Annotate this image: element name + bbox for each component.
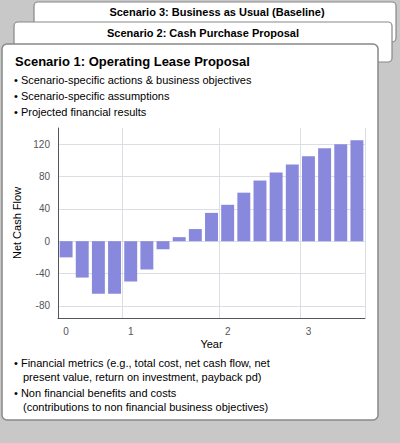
svg-text:2: 2 [225, 326, 231, 337]
svg-text:Scenario 2: Cash Purchase Prop: Scenario 2: Cash Purchase Proposal [107, 27, 299, 39]
svg-text:-40: -40 [36, 268, 51, 279]
svg-text:• Scenario-specific actions &: • Scenario-specific actions & business o… [14, 74, 252, 86]
svg-text:present value, return on inves: present value, return on investment, pay… [23, 371, 261, 383]
svg-text:120: 120 [33, 139, 50, 150]
svg-text:• Financial metrics (e.g., tot: • Financial metrics (e.g., total cost, n… [14, 357, 270, 369]
svg-text:-80: -80 [36, 300, 51, 311]
svg-text:• Scenario-specific assumption: • Scenario-specific assumptions [14, 90, 170, 102]
svg-text:3: 3 [306, 326, 312, 337]
svg-text:Year: Year [200, 338, 223, 350]
svg-text:80: 80 [39, 171, 51, 182]
svg-text:Scenario 1: Operating Lease Pr: Scenario 1: Operating Lease Proposal [15, 54, 250, 69]
svg-text:1: 1 [128, 326, 134, 337]
svg-text:• Projected financial results: • Projected financial results [14, 106, 147, 118]
svg-text:(contributions to non financia: (contributions to non financial business… [23, 401, 268, 413]
svg-text:0: 0 [63, 326, 69, 337]
svg-text:• Non financial benefits and c: • Non financial benefits and costs [14, 387, 177, 399]
svg-text:0: 0 [44, 236, 50, 247]
svg-text:40: 40 [39, 203, 51, 214]
svg-text:Net Cash Flow: Net Cash Flow [11, 187, 23, 259]
svg-text:Scenario 3: Business as Usual: Scenario 3: Business as Usual (Baseline) [109, 6, 325, 18]
